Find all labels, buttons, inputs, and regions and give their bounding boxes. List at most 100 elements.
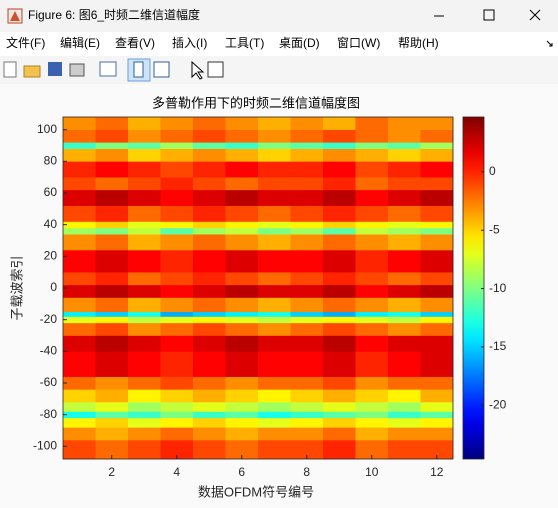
heatmap-cell <box>388 322 421 336</box>
heatmap-cell <box>160 417 194 428</box>
heatmap-cell <box>63 177 96 191</box>
heatmap-cell <box>225 205 259 222</box>
close-button[interactable] <box>529 9 541 21</box>
heatmap-cell <box>388 227 421 235</box>
colorbar-icon[interactable] <box>133 61 144 78</box>
heatmap-cell <box>420 322 454 336</box>
heatmap-cell <box>160 376 194 390</box>
heatmap-cell <box>63 234 96 251</box>
heatmap-cell <box>388 351 421 377</box>
heatmap-cell <box>290 284 324 298</box>
save-icon[interactable] <box>48 62 62 76</box>
heatmap-cell <box>225 234 259 251</box>
heatmap-cell <box>128 189 161 206</box>
menu-item[interactable]: 桌面(D) <box>279 36 320 50</box>
heatmap-cell <box>323 234 356 251</box>
heatmap-cell <box>420 227 454 235</box>
heatmap-cell <box>95 221 129 229</box>
heatmap-cell <box>63 297 96 313</box>
heatmap-cell <box>160 335 194 352</box>
dock-arrow[interactable] <box>546 40 553 47</box>
print-icon[interactable] <box>69 63 85 77</box>
heatmap-cell <box>290 234 324 251</box>
link-icon[interactable] <box>99 61 117 77</box>
heatmap-cell <box>193 205 226 222</box>
heatmap-cell <box>323 297 356 313</box>
heatmap-cell <box>290 205 324 222</box>
heatmap-cell <box>290 129 324 143</box>
maximize-button[interactable] <box>483 9 495 21</box>
heatmap-cell <box>160 129 194 143</box>
heatmap-cell <box>388 142 421 149</box>
heatmap-cell <box>95 129 129 143</box>
heatmap-cell <box>355 250 389 273</box>
x-tick-label: 12 <box>430 465 444 479</box>
heatmap-cell <box>258 284 291 298</box>
menu-item[interactable]: 文件(F) <box>6 35 45 50</box>
menu-item[interactable]: 查看(V) <box>115 36 155 50</box>
heatmap-cell <box>323 117 356 130</box>
heatmap-cell <box>420 250 454 273</box>
heatmap-cell <box>258 402 291 412</box>
heatmap-cell <box>193 221 226 229</box>
heatmap-cell <box>355 221 389 229</box>
heatmap-cell <box>420 189 454 206</box>
menu-item[interactable]: 窗口(W) <box>337 36 380 50</box>
chart-title: 多普勒作用下的时频二维信道幅度图 <box>152 95 360 110</box>
heatmap-cell <box>258 389 291 403</box>
heatmap-cell <box>323 161 356 178</box>
heatmap-cell <box>95 205 129 222</box>
heatmap-cell <box>388 148 421 162</box>
y-tick-label: 20 <box>44 249 58 263</box>
heatmap-cell <box>290 427 324 441</box>
heatmap-cell <box>225 227 259 235</box>
property-icon[interactable] <box>207 61 224 78</box>
heatmap-cell <box>193 227 226 235</box>
heatmap-cell <box>193 250 226 273</box>
heatmap-cell <box>420 402 454 412</box>
heatmap-cell <box>290 272 324 286</box>
heatmap-cell <box>290 250 324 273</box>
heatmap-cell <box>323 284 356 298</box>
heatmap-cell <box>63 402 96 412</box>
heatmap-cell <box>63 250 96 273</box>
heatmap-cell <box>355 440 389 460</box>
heatmap-cell <box>193 311 226 317</box>
heatmap-cell <box>193 351 226 377</box>
legend-icon[interactable] <box>153 61 170 78</box>
heatmap-cell <box>63 335 96 352</box>
heatmap-cell <box>63 272 96 286</box>
heatmap-cell <box>290 322 324 336</box>
heatmap-cell <box>420 440 454 460</box>
heatmap-cell <box>225 389 259 403</box>
heatmap-cell <box>193 234 226 251</box>
heatmap-cell <box>95 142 129 149</box>
heatmap-cell <box>290 227 324 235</box>
heatmap-cell <box>160 189 194 206</box>
menu-item[interactable]: 工具(T) <box>225 36 264 50</box>
menu-item[interactable]: 插入(I) <box>172 36 207 50</box>
heatmap-cell <box>388 389 421 403</box>
heatmap-cell <box>225 148 259 162</box>
heatmap-cell <box>388 335 421 352</box>
heatmap-cell <box>258 411 291 419</box>
menu-item[interactable]: 编辑(E) <box>60 35 100 50</box>
heatmap-cell <box>258 351 291 377</box>
pointer-icon[interactable] <box>191 60 205 80</box>
menu-item[interactable]: 帮助(H) <box>398 36 439 50</box>
heatmap-cell <box>160 177 194 191</box>
heatmap-cell <box>128 272 161 286</box>
heatmap-cell <box>128 417 161 428</box>
open-icon[interactable] <box>23 65 41 78</box>
heatmap-cell <box>63 322 96 336</box>
new-icon[interactable] <box>3 61 17 78</box>
heatmap-cell <box>193 322 226 336</box>
heatmap-cell <box>193 440 226 460</box>
heatmap-cell <box>355 161 389 178</box>
heatmap-cell <box>258 297 291 313</box>
heatmap-cell <box>388 376 421 390</box>
heatmap-cell <box>355 316 389 324</box>
heatmap-cell <box>95 322 129 336</box>
heatmap-cell <box>355 411 389 419</box>
